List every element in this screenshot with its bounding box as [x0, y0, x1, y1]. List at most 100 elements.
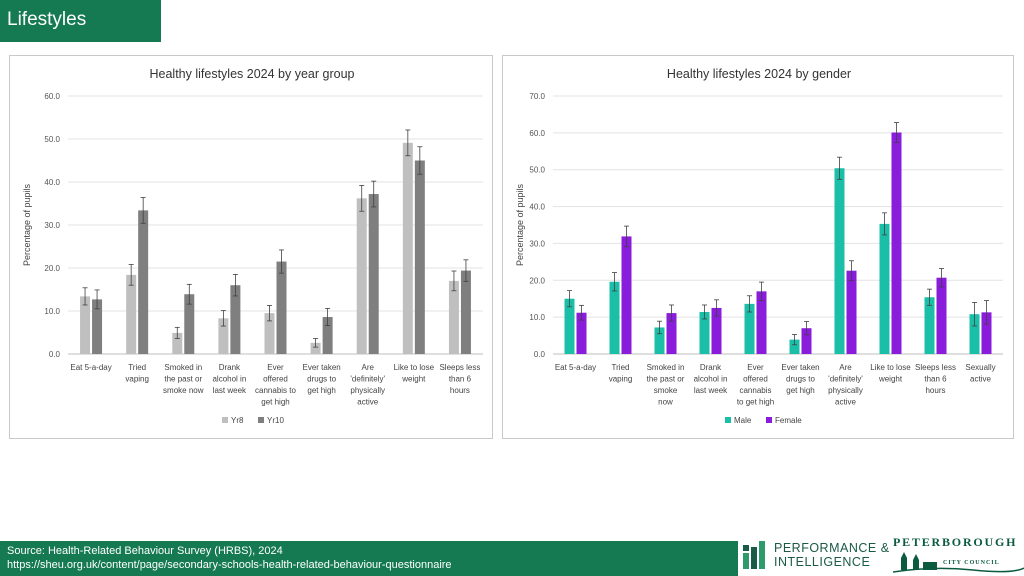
- bar-female: [801, 328, 812, 354]
- source-url: https://sheu.org.uk/content/page/seconda…: [7, 559, 452, 571]
- x-category-label: cannabis to: [255, 386, 296, 395]
- x-category-label: smoke now: [163, 386, 204, 395]
- x-category-label: last week: [213, 386, 247, 395]
- bar-female: [711, 307, 722, 354]
- bar-yr10: [276, 261, 287, 354]
- x-category-label: drugs to: [786, 375, 815, 384]
- bar-male: [969, 314, 980, 354]
- cathedral-skyline-icon: [893, 552, 1024, 573]
- bar-yr8: [218, 318, 229, 354]
- x-category-label: physically: [828, 386, 863, 395]
- x-category-label: Are: [839, 363, 852, 372]
- x-category-label: Ever taken: [781, 363, 819, 372]
- bar-female: [576, 312, 587, 354]
- y-tick-label: 10.0: [44, 307, 60, 316]
- x-category-label: offered: [743, 375, 768, 384]
- bar-yr10: [184, 294, 195, 354]
- chart-year-group: Healthy lifestyles 2024 by year group Per…: [22, 67, 483, 425]
- x-category-label: 'definitely': [350, 375, 385, 384]
- legend-label-female: Female: [775, 416, 802, 425]
- bar-yr8: [448, 280, 459, 354]
- bar-male: [924, 297, 935, 354]
- bar-female: [981, 312, 992, 354]
- y-tick-label: 60.0: [44, 92, 60, 101]
- y-tick-label: 40.0: [44, 178, 60, 187]
- pi-logo-line2: INTELLIGENCE: [774, 555, 871, 569]
- pi-bars-icon: [743, 541, 765, 569]
- source-footer: Source: Health-Related Behaviour Survey …: [0, 541, 738, 576]
- x-category-label: hours: [925, 386, 945, 395]
- legend-label-yr8: Yr8: [231, 416, 244, 425]
- x-category-label: offered: [263, 375, 288, 384]
- y-tick-label: 20.0: [529, 276, 545, 285]
- bar-male: [654, 327, 665, 354]
- bar-yr8: [356, 198, 367, 354]
- x-category-label: alcohol in: [694, 375, 728, 384]
- bar-yr8: [172, 332, 183, 354]
- x-category-label: vaping: [125, 375, 149, 384]
- chart-panel-year-group: Healthy lifestyles 2024 by year group Per…: [9, 55, 493, 439]
- x-category-label: Ever taken: [302, 363, 340, 372]
- chart-title: Healthy lifestyles 2024 by year group: [150, 67, 355, 81]
- y-tick-label: 30.0: [529, 239, 545, 248]
- x-category-label: the past or: [647, 375, 685, 384]
- bar-female: [846, 270, 857, 354]
- bar-yr10: [368, 194, 379, 354]
- x-category-label: Sleeps less: [439, 363, 480, 372]
- chart-panel-gender: Healthy lifestyles 2024 by gender Percent…: [502, 55, 1014, 439]
- x-category-label: hours: [450, 386, 470, 395]
- bar-yr10: [414, 160, 425, 354]
- chart-title: Healthy lifestyles 2024 by gender: [667, 67, 851, 81]
- x-category-label: 'definitely': [828, 375, 863, 384]
- x-category-label: than 6: [449, 375, 472, 384]
- x-category-label: smoke: [654, 386, 678, 395]
- x-category-label: weight: [401, 375, 426, 384]
- x-category-label: Drank: [219, 363, 241, 372]
- y-tick-label: 0.0: [534, 350, 546, 359]
- bar-yr8: [126, 274, 137, 354]
- x-category-label: alcohol in: [212, 375, 246, 384]
- bar-male: [564, 298, 575, 354]
- x-category-label: the past or: [164, 375, 202, 384]
- bar-yr8: [80, 296, 91, 354]
- x-category-label: cannabis: [739, 386, 771, 395]
- x-category-label: Tried: [128, 363, 146, 372]
- bar-yr10: [92, 299, 103, 354]
- bar-yr8: [310, 342, 321, 354]
- peterborough-city-council-logo: PETERBOROUGH CITY COUNCIL: [893, 534, 1024, 576]
- legend-label-male: Male: [734, 416, 752, 425]
- x-category-label: get high: [307, 386, 335, 395]
- x-category-label: now: [658, 398, 673, 407]
- x-category-label: Are: [361, 363, 374, 372]
- x-category-label: active: [357, 398, 378, 407]
- x-category-label: weight: [878, 375, 903, 384]
- x-category-label: Eat 5-a-day: [70, 363, 111, 372]
- bar-male: [789, 339, 800, 354]
- x-category-label: last week: [694, 386, 728, 395]
- bar-male: [699, 311, 710, 354]
- legend-label-yr10: Yr10: [267, 416, 284, 425]
- y-tick-label: 50.0: [529, 166, 545, 175]
- y-tick-label: 70.0: [529, 92, 545, 101]
- y-tick-label: 50.0: [44, 135, 60, 144]
- x-category-label: to get high: [737, 398, 774, 407]
- y-axis-title: Percentage of pupils: [515, 183, 525, 266]
- x-category-label: Smoked in: [647, 363, 685, 372]
- x-category-label: Eat 5-a-day: [555, 363, 596, 372]
- legend-swatch-yr10: [258, 417, 264, 423]
- source-citation: Source: Health-Related Behaviour Survey …: [7, 545, 283, 557]
- x-category-label: Tried: [612, 363, 630, 372]
- legend-swatch-female: [766, 417, 772, 423]
- bar-yr10: [138, 210, 149, 354]
- x-category-label: than 6: [924, 375, 947, 384]
- x-category-label: vaping: [609, 375, 633, 384]
- x-category-label: get high: [786, 386, 814, 395]
- x-category-label: Smoked in: [164, 363, 202, 372]
- bar-male: [879, 223, 890, 354]
- bar-yr8: [402, 142, 413, 354]
- x-category-label: get high: [261, 398, 289, 407]
- bar-female: [621, 236, 632, 354]
- bar-female: [756, 291, 767, 354]
- bar-male: [609, 281, 620, 354]
- x-category-label: Like to lose: [870, 363, 911, 372]
